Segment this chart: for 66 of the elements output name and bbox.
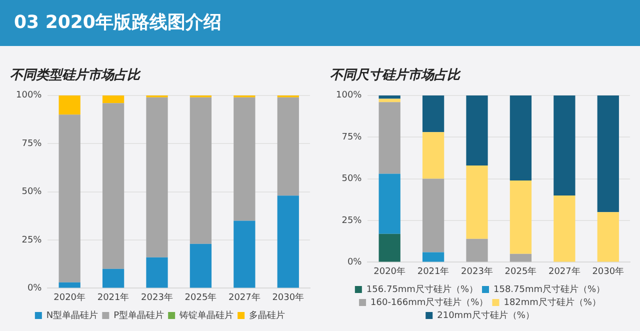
bar: [597, 95, 619, 212]
bar: [378, 234, 400, 262]
y-tick-label: 75%: [22, 138, 42, 149]
legend-label: 多晶硅片: [249, 310, 286, 321]
bar: [466, 95, 488, 166]
legend-label: N型单晶硅片: [46, 310, 98, 321]
bar: [58, 114, 80, 282]
chart-title: 不同尺寸硅片市场占比: [330, 66, 462, 84]
bar: [277, 196, 299, 288]
bar: [422, 178, 444, 252]
legend-label: 156.75mm尺寸硅片（%）: [366, 284, 478, 295]
y-tick-label: 50%: [22, 187, 42, 198]
bar: [597, 212, 619, 262]
bar: [378, 102, 400, 174]
bar: [277, 97, 299, 196]
bar: [102, 268, 124, 288]
x-tick-label: 2030年: [272, 292, 304, 303]
x-tick-label: 2025年: [184, 292, 217, 303]
y-tick-label: 0%: [27, 284, 42, 294]
bar: [466, 238, 488, 262]
y-tick-label: 0%: [347, 258, 362, 268]
chart-title: 不同类型硅片市场占比: [10, 66, 142, 84]
bar: [190, 244, 212, 288]
x-tick-label: 2020年: [374, 266, 406, 277]
bar: [510, 95, 532, 180]
x-tick-label: 2023年: [141, 292, 173, 303]
legend-label: 182mm尺寸硅片（%）: [504, 296, 601, 308]
x-tick-label: 2023年: [461, 266, 493, 277]
bar: [102, 103, 124, 269]
bar: [422, 95, 444, 132]
legend-label: P型单晶硅片: [114, 310, 164, 321]
y-tick-label: 100%: [16, 90, 42, 101]
bar: [422, 132, 444, 179]
bar: [234, 220, 256, 288]
x-tick-label: 2027年: [228, 292, 260, 303]
x-tick-label: 2030年: [592, 266, 624, 277]
x-tick-label: 2020年: [54, 292, 86, 303]
y-tick-label: 25%: [342, 216, 362, 226]
x-tick-label: 2021年: [97, 292, 130, 303]
bar: [466, 165, 488, 239]
x-tick-label: 2021年: [417, 266, 450, 277]
bar: [102, 95, 124, 104]
bar: [510, 180, 532, 254]
y-tick-label: 75%: [342, 132, 362, 142]
bar: [422, 252, 444, 262]
bar: [58, 95, 80, 115]
legend-label: 158.75mm尺寸硅片（%）: [494, 284, 606, 295]
text: 03 2020年版路线图介绍: [0, 0, 640, 46]
bar: [234, 97, 256, 221]
y-tick-label: 50%: [342, 174, 362, 184]
bar: [146, 97, 168, 258]
bar: [190, 97, 212, 244]
legend-label: 210mm尺寸硅片（%）: [437, 310, 534, 321]
bar: [510, 254, 532, 262]
bar: [378, 174, 400, 234]
y-tick-label: 100%: [336, 90, 362, 101]
y-tick-label: 25%: [22, 235, 42, 246]
legend-label: 160-166mm尺寸硅片（%）: [370, 296, 488, 308]
bar: [58, 282, 80, 288]
legend-label: 铸锭单晶硅片: [178, 310, 234, 321]
bar: [146, 257, 168, 288]
x-tick-label: 2025年: [504, 266, 537, 277]
x-tick-label: 2027年: [548, 266, 580, 277]
bar: [554, 95, 576, 196]
bar: [554, 195, 576, 262]
bar: [378, 98, 400, 102]
